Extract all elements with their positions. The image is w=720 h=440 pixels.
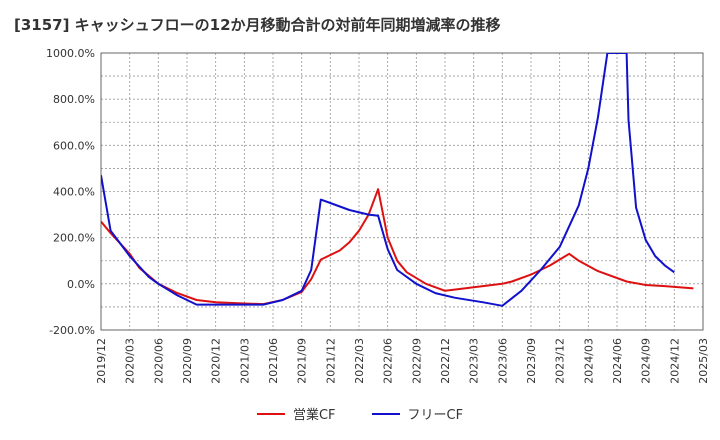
x-tick-label: 2022/12 (439, 338, 452, 384)
legend-item-free-cf: フリーCF (371, 404, 464, 423)
y-tick-label: 600.0% (53, 139, 95, 152)
x-tick-label: 2023/12 (554, 338, 567, 384)
x-tick-label: 2022/09 (410, 338, 423, 384)
legend-swatch-free-cf (371, 412, 400, 415)
x-tick-label: 2024/09 (640, 338, 653, 384)
x-tick-label: 2020/06 (152, 338, 165, 384)
x-tick-label: 2024/06 (611, 338, 624, 384)
x-tick-label: 2020/09 (181, 338, 194, 384)
x-tick-label: 2023/09 (525, 338, 538, 384)
y-tick-label: 800.0% (53, 93, 95, 106)
x-tick-label: 2020/12 (210, 338, 223, 384)
x-tick-label: 2021/03 (238, 338, 251, 384)
x-tick-label: 2019/12 (95, 338, 108, 384)
legend-label-free-cf: フリーCF (407, 408, 464, 423)
legend-label-operating-cf: 営業CF (292, 408, 336, 423)
y-tick-label: 400.0% (53, 186, 95, 199)
legend-item-operating-cf: 営業CF (256, 404, 336, 423)
x-tick-label: 2020/03 (124, 338, 137, 384)
y-tick-label: -200.0% (49, 324, 95, 337)
x-tick-label: 2022/06 (382, 338, 395, 384)
y-tick-label: 1000.0% (46, 47, 95, 60)
series-line-operating-cf (101, 188, 694, 306)
x-tick-label: 2023/03 (468, 338, 481, 384)
x-tick-label: 2023/06 (496, 338, 509, 384)
x-tick-label: 2024/12 (668, 338, 681, 384)
legend-swatch-operating-cf (256, 412, 285, 415)
x-tick-label: 2021/06 (267, 338, 280, 384)
x-tick-label: 2021/09 (296, 338, 309, 384)
x-tick-label: 2025/03 (697, 338, 710, 384)
legend: 営業CF フリーCF (0, 404, 720, 423)
x-tick-label: 2021/12 (324, 338, 337, 384)
x-tick-label: 2024/03 (582, 338, 595, 384)
series-line-free-cf (101, 53, 675, 307)
y-tick-label: 200.0% (53, 232, 95, 245)
chart-title: [3157] キャッシュフローの12か月移動合計の対前年同期増減率の推移 (14, 16, 501, 34)
y-tick-label: 0.0% (67, 278, 95, 291)
plot-frame (100, 52, 704, 331)
x-tick-label: 2022/03 (353, 338, 366, 384)
